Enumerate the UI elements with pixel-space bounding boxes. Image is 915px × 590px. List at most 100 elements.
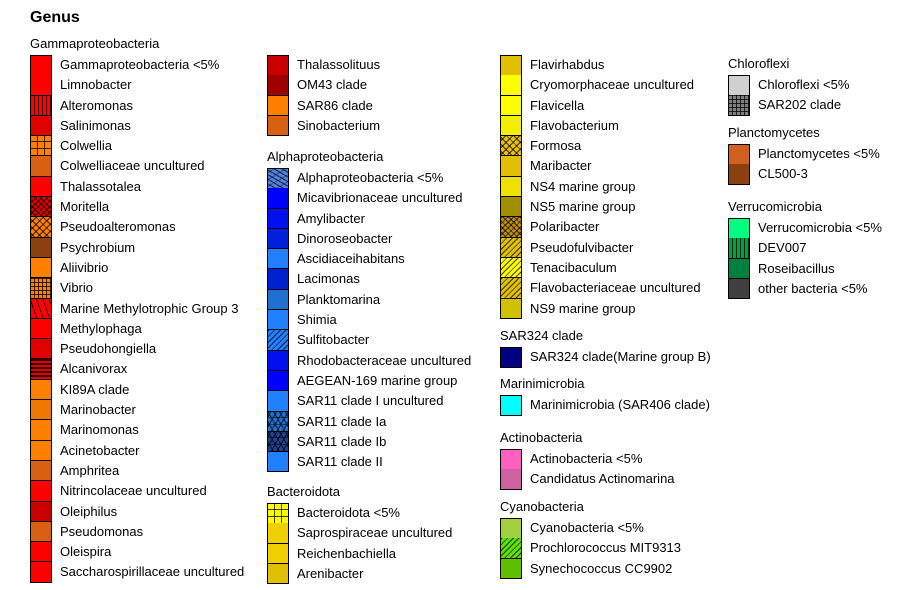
- legend-entry-prochlorococcus-mit9313: Prochlorococcus MIT9313: [500, 538, 681, 559]
- legend-swatch: [30, 257, 52, 279]
- legend-entry-aliivibrio: Aliivibrio: [30, 257, 159, 279]
- legend-label: Alphaproteobacteria <5%: [297, 170, 444, 185]
- legend-group-marinimicrobia: Marinimicrobia Marinimicrobia (SAR406 cla…: [500, 375, 710, 417]
- legend-label: Oleispira: [60, 544, 112, 560]
- legend-group-heading: Actinobacteria: [500, 430, 583, 445]
- legend-swatch: [30, 217, 52, 238]
- legend-label: Sinobacterium: [297, 117, 381, 133]
- legend-label: Saprospiraceae uncultured: [297, 525, 453, 541]
- legend-swatch: [500, 217, 522, 238]
- legend-swatch: [30, 359, 52, 380]
- legend-entry-shimia: Shimia: [267, 310, 383, 331]
- legend-label: Alteromonas: [60, 97, 133, 113]
- legend-swatch: [500, 156, 522, 177]
- legend-label: SAR86 clade: [297, 97, 373, 113]
- legend-swatch: [30, 521, 52, 543]
- legend-swatch: [30, 298, 52, 319]
- legend-swatch: [30, 55, 52, 77]
- legend-label: OM43 clade: [297, 77, 368, 93]
- legend-swatch: [267, 289, 289, 311]
- legend-entry-pseudohongiella: Pseudohongiella: [30, 339, 159, 360]
- legend-label: Thalassotalea: [60, 178, 141, 194]
- legend-group-alphaproteobacteria: Alphaproteobacteria Alphaproteobacteria <…: [267, 148, 471, 473]
- legend-label: Amylibacter: [297, 210, 365, 226]
- legend-swatch: [500, 278, 522, 299]
- legend-swatch: [30, 501, 52, 522]
- legend-group-heading: Chloroflexi: [728, 56, 790, 71]
- legend-label: Flavobacterium: [530, 117, 619, 133]
- legend-group-heading: SAR324 clade: [500, 328, 584, 343]
- legend-entry-saccharospirillaceae-uncultured: Saccharospirillaceae uncultured: [30, 562, 244, 583]
- legend-swatch: [267, 563, 289, 585]
- legend-swatch: [30, 318, 52, 340]
- legend-group-verrucomicrobia: Verrucomicrobia Verrucomicrobia <5% DEV007…: [728, 198, 882, 300]
- legend-swatch: [500, 257, 522, 279]
- legend-label: Polaribacter: [530, 219, 600, 235]
- legend-label: SAR11 clade Ib: [297, 433, 387, 449]
- legend-entry-amphritea: Amphritea: [30, 460, 159, 482]
- legend-swatch: [30, 136, 52, 157]
- legend-entry-rhodobacteraceae-uncultured: Rhodobacteraceae uncultured: [267, 350, 471, 371]
- legend-swatch: [30, 176, 52, 198]
- legend-swatch: [267, 55, 289, 77]
- legend-swatch: [500, 395, 522, 417]
- legend-swatch: [267, 228, 289, 250]
- legend-swatch: [267, 168, 289, 190]
- legend-entry-amylibacter: Amylibacter: [267, 208, 383, 229]
- legend-label: Reichenbachiella: [297, 545, 397, 561]
- legend-swatch: [267, 249, 289, 270]
- legend-entry-verrucomicrobia-lt5: Verrucomicrobia <5%: [728, 218, 882, 240]
- legend-swatch: [30, 379, 52, 401]
- legend-label: Marinobacter: [60, 402, 136, 418]
- legend-label: AEGEAN-169 marine group: [297, 372, 458, 388]
- legend-entry-alteromonas: Alteromonas: [30, 95, 159, 116]
- legend-entry-oleispira: Oleispira: [30, 542, 159, 563]
- legend-swatch: [30, 562, 52, 583]
- legend-group-heading: Marinimicrobia: [500, 376, 585, 391]
- legend-label: Cryomorphaceae uncultured: [530, 77, 695, 93]
- legend-label: Alcanivorax: [60, 361, 128, 377]
- legend-label: Thalassolituus: [297, 57, 381, 72]
- legend-swatch: [30, 156, 52, 177]
- legend-label: Tenacibaculum: [530, 259, 617, 275]
- legend-label: Chloroflexi <5%: [758, 77, 850, 92]
- legend-label: Rhodobacteraceae uncultured: [297, 352, 472, 368]
- legend-label: Flavobacteriaceae uncultured: [530, 280, 701, 296]
- legend-label: CL500-3: [758, 166, 808, 182]
- legend-swatch: [500, 136, 522, 157]
- legend-entry-marine-methylotrophic-group-3: Marine Methylotrophic Group 3: [30, 298, 238, 319]
- legend-swatch: [500, 176, 522, 198]
- legend-swatch: [500, 55, 522, 77]
- legend-swatch: [267, 431, 289, 453]
- legend-swatch: [500, 115, 522, 137]
- legend-swatch: [267, 269, 289, 290]
- legend-swatch: [728, 258, 750, 279]
- legend-swatch: [500, 518, 522, 540]
- legend-label: Planctomycetes <5%: [758, 146, 880, 161]
- legend-entry-oleiphilus: Oleiphilus: [30, 501, 159, 522]
- legend-entry-moritella: Moritella: [30, 197, 159, 218]
- legend-label: other bacteria <5%: [758, 280, 868, 296]
- legend-entry-alphaproteobacteria-lt5: Alphaproteobacteria <5%: [267, 168, 443, 190]
- legend-entry-cyanobacteria-lt5: Cyanobacteria <5%: [500, 518, 644, 540]
- legend-entry-nitrincolaceae-uncultured: Nitrincolaceae uncultured: [30, 481, 207, 502]
- legend-title: Genus: [30, 9, 80, 26]
- legend-label: Prochlorococcus MIT9313: [530, 540, 682, 556]
- legend-swatch: [500, 558, 522, 579]
- legend-swatch: [267, 330, 289, 351]
- legend-entry-salinimonas: Salinimonas: [30, 115, 159, 137]
- legend-swatch: [728, 95, 750, 116]
- legend-entry-pseudomonas: Pseudomonas: [30, 521, 159, 543]
- legend-group-bacteroidota: Bacteroidota Bacteroidota <5% Saprospirace…: [267, 483, 452, 585]
- legend-entry-roseibacillus: Roseibacillus: [728, 258, 835, 279]
- legend-entry-sulfitobacter: Sulfitobacter: [267, 330, 383, 351]
- legend-label: SAR11 clade Ia: [297, 413, 387, 429]
- legend-label: Colwelliaceae uncultured: [60, 158, 205, 174]
- legend-label: Arenibacter: [297, 565, 364, 581]
- legend-swatch: [30, 75, 52, 96]
- legend-swatch: [30, 115, 52, 137]
- legend-label: Pseudohongiella: [60, 341, 157, 357]
- legend-entry-sar324-clade-marine-group-b: SAR324 clade(Marine group B): [500, 347, 711, 369]
- legend-entry-candidatus-actinomarina: Candidatus Actinomarina: [500, 469, 675, 490]
- legend-entry-micavibrionaceae-uncultured: Micavibrionaceae uncultured: [267, 188, 462, 209]
